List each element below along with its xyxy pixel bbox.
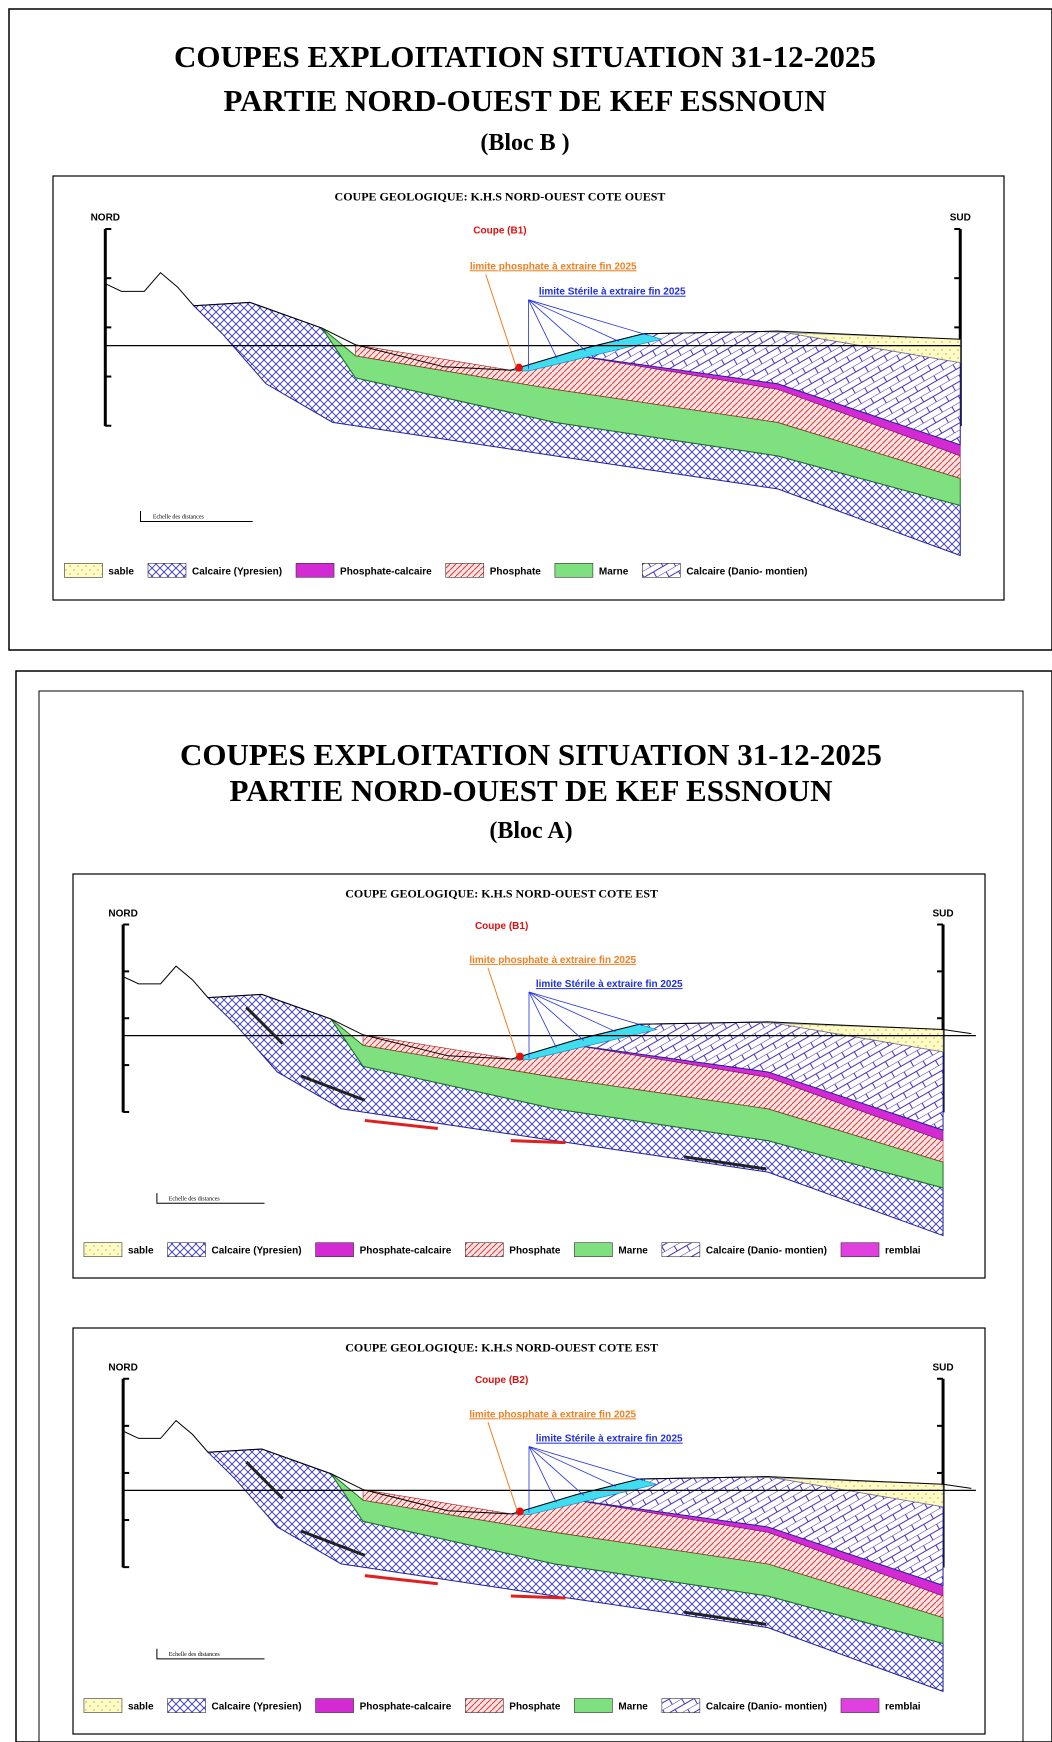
north-label: NORD (108, 908, 137, 919)
legend-swatch (662, 1243, 700, 1257)
legend-label: Phosphate-calcaire (340, 566, 432, 577)
south-label: SUD (932, 908, 953, 919)
legend-label: sable (128, 1702, 154, 1713)
legend-swatch (296, 563, 334, 577)
leader-sterile (529, 1447, 584, 1496)
page-title: COUPES EXPLOITATION SITUATION 31-12-2025 (180, 737, 882, 772)
document: COUPES EXPLOITATION SITUATION 31-12-2025… (0, 0, 1052, 1742)
legend-swatch (148, 563, 186, 577)
leader-sterile (529, 300, 648, 335)
legend-label: Phosphate-calcaire (360, 1246, 452, 1257)
leader-phosphate (486, 274, 516, 366)
limit-phosphate-label: limite phosphate à extraire fin 2025 (469, 955, 636, 966)
legend-swatch (446, 563, 484, 577)
legend-label: Calcaire (Ypresien) (212, 1246, 302, 1257)
legend-swatch (168, 1699, 206, 1713)
section-heading: COUPE GEOLOGIQUE: K.H.S NORD-OUEST COTE … (345, 1341, 658, 1355)
legend-swatch (574, 1699, 612, 1713)
legend-label: Phosphate (509, 1702, 561, 1713)
leader-sterile (529, 992, 643, 1026)
legend-label: remblai (885, 1246, 921, 1257)
leader-phosphate (488, 968, 517, 1056)
legend-label: Calcaire (Ypresien) (212, 1702, 302, 1713)
leader-phosphate (488, 1422, 517, 1511)
section-heading: COUPE GEOLOGIQUE: K.H.S NORD-OUEST COTE … (335, 190, 666, 204)
leader-sterile (529, 992, 616, 1032)
contact-mark (511, 1141, 566, 1143)
legend-label: Calcaire (Danio- montien) (706, 1702, 827, 1713)
legend-swatch (574, 1243, 612, 1257)
legend-swatch (465, 1699, 503, 1713)
leader-sterile (529, 300, 558, 359)
leader-sterile (529, 300, 619, 342)
south-label: SUD (950, 213, 971, 224)
limit-sterile-label: limite Stérile à extraire fin 2025 (536, 979, 683, 990)
legend-label: Phosphate (509, 1246, 561, 1257)
legend-swatch (168, 1243, 206, 1257)
legend-swatch (841, 1243, 879, 1257)
legend-label: Calcaire (Danio- montien) (706, 1246, 827, 1257)
legend-label: Calcaire (Danio- montien) (686, 566, 807, 577)
legend-label: Phosphate-calcaire (360, 1702, 452, 1713)
cut-label: Coupe (B2) (475, 1375, 528, 1386)
legend-swatch (64, 563, 102, 577)
limit-phosphate-label: limite phosphate à extraire fin 2025 (470, 261, 637, 272)
cut-label: Coupe (B1) (473, 226, 526, 237)
scale-label: Echelle des distances (153, 515, 205, 521)
page-subtitle: (Bloc A) (489, 818, 572, 844)
limit-sterile-label: limite Stérile à extraire fin 2025 (539, 287, 686, 298)
legend-label: Calcaire (Ypresien) (192, 566, 282, 577)
leader-sterile (529, 1447, 556, 1503)
page-title: PARTIE NORD-OUEST DE KEF ESSNOUN (224, 83, 827, 118)
leader-sterile (529, 300, 586, 351)
legend-label: sable (128, 1246, 154, 1257)
south-label: SUD (932, 1363, 953, 1374)
limit-sterile-label: limite Stérile à extraire fin 2025 (536, 1434, 683, 1445)
cut-point (515, 364, 523, 372)
leader-sterile (529, 992, 556, 1048)
leader-sterile (529, 992, 584, 1040)
legend-swatch (316, 1243, 354, 1257)
limit-phosphate-label: limite phosphate à extraire fin 2025 (469, 1409, 636, 1420)
legend-label: Marne (599, 566, 629, 577)
page-subtitle: (Bloc B ) (480, 130, 569, 156)
page-title: COUPES EXPLOITATION SITUATION 31-12-2025 (174, 39, 876, 74)
legend-swatch (841, 1699, 879, 1713)
legend-swatch (84, 1243, 122, 1257)
legend-swatch (316, 1699, 354, 1713)
contact-mark (511, 1596, 566, 1598)
north-label: NORD (108, 1363, 137, 1374)
cut-label: Coupe (B1) (475, 921, 528, 932)
legend-label: remblai (885, 1702, 921, 1713)
legend-label: Marne (618, 1246, 648, 1257)
leader-sterile (529, 1447, 643, 1481)
scale-label: Echelle des distances (169, 1652, 221, 1658)
north-label: NORD (91, 213, 120, 224)
legend-label: Phosphate (490, 566, 542, 577)
page-title: PARTIE NORD-OUEST DE KEF ESSNOUN (230, 773, 833, 808)
cut-point (516, 1508, 524, 1516)
legend-swatch (662, 1699, 700, 1713)
legend-label: Marne (618, 1702, 648, 1713)
legend-swatch (555, 563, 593, 577)
cut-point (516, 1053, 524, 1061)
legend-label: sable (108, 566, 134, 577)
leader-sterile (529, 1447, 616, 1487)
legend-swatch (84, 1699, 122, 1713)
scale-label: Echelle des distances (169, 1196, 221, 1202)
section-heading: COUPE GEOLOGIQUE: K.H.S NORD-OUEST COTE … (345, 886, 658, 900)
legend-swatch (642, 563, 680, 577)
legend-swatch (465, 1243, 503, 1257)
